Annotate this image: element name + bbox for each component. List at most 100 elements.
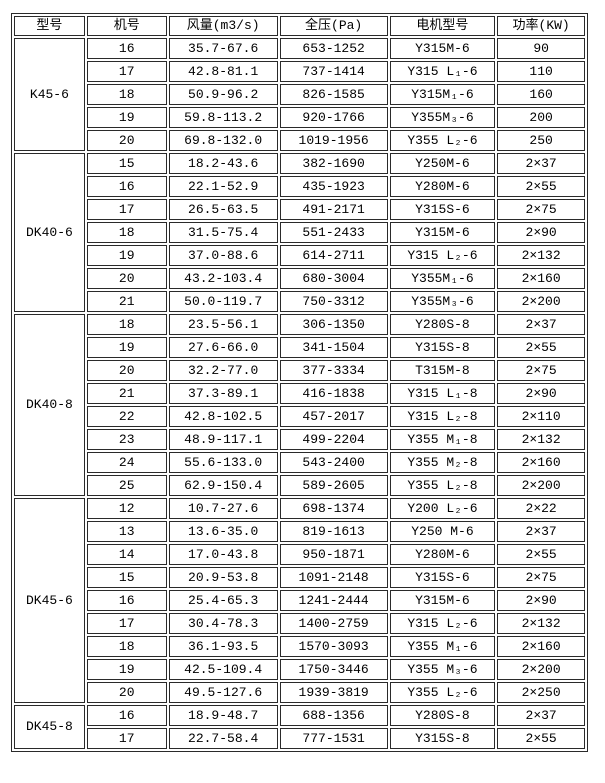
pressure-cell: 457-2017	[279, 406, 388, 427]
model-cell: DK40-8	[14, 314, 85, 496]
power-cell: 90	[497, 38, 585, 59]
pressure-cell: 589-2605	[279, 475, 388, 496]
pressure-cell: 1939-3819	[279, 682, 388, 703]
header-row: 型号 机号 风量(m3/s) 全压(Pa) 电机型号 功率(KW)	[14, 16, 585, 36]
pressure-cell: 737-1414	[279, 61, 388, 82]
spec-table-body: K45-6 16 35.7-67.6 653-1252 Y315M-6 90 17 42.8-…	[14, 38, 585, 749]
model-cell: DK40-6	[14, 153, 85, 312]
table-row: DK40-6 15 18.2-43.6 382-1690 Y250M-6 2×37	[14, 153, 585, 312]
pressure-cell: 819-1613	[279, 521, 388, 542]
motor-model-cell: Y315M-6	[389, 38, 496, 59]
air-volume-cell: 35.7-67.6	[168, 38, 278, 59]
pressure-cell: 653-1252	[279, 38, 388, 59]
machine-no-cell: 19	[86, 107, 167, 128]
pressure-cell: 1241-2444	[279, 590, 388, 611]
machine-no-cell: 21	[86, 383, 167, 404]
motor-model-cell: Y315S-8	[389, 728, 496, 749]
pressure-cell: 382-1690	[279, 153, 388, 174]
pressure-cell: 750-3312	[279, 291, 388, 312]
table-row: 24 55.6-133.0 543-2400 Y355 M₂-8 2×160	[14, 452, 585, 473]
pressure-cell: 777-1531	[279, 728, 388, 749]
motor-model-cell: Y355 L₂-6	[389, 682, 496, 703]
air-volume-cell: 55.6-133.0	[168, 452, 278, 473]
table-row: K45-6 16 35.7-67.6 653-1252 Y315M-6 90	[14, 38, 585, 151]
motor-model-cell: Y315M-6	[389, 590, 496, 611]
machine-no-cell: 23	[86, 429, 167, 450]
air-volume-cell: 42.8-102.5	[168, 406, 278, 427]
table-row: 17 22.7-58.4 777-1531 Y315S-8 2×55	[14, 728, 585, 749]
table-row: DK45-8 16 18.9-48.7 688-1356 Y280S-8 2×37	[14, 705, 585, 749]
machine-no-cell: 16	[86, 705, 167, 726]
machine-no-cell: 16	[86, 176, 167, 197]
table-row: 19 42.5-109.4 1750-3446 Y355 M₃-6 2×200	[14, 659, 585, 680]
power-cell: 160	[497, 84, 585, 105]
pressure-cell: 491-2171	[279, 199, 388, 220]
air-volume-cell: 26.5-63.5	[168, 199, 278, 220]
table-row: 23 48.9-117.1 499-2204 Y355 M₁-8 2×132	[14, 429, 585, 450]
air-volume-cell: 37.3-89.1	[168, 383, 278, 404]
header-motor-model: 电机型号	[389, 16, 496, 36]
machine-no-cell: 18	[86, 222, 167, 243]
power-cell: 2×160	[497, 452, 585, 473]
air-volume-cell: 43.2-103.4	[168, 268, 278, 289]
table-row: 19 59.8-113.2 920-1766 Y355M₃-6 200	[14, 107, 585, 128]
table-row: 19 27.6-66.0 341-1504 Y315S-8 2×55	[14, 337, 585, 358]
page: 型号 机号 风量(m3/s) 全压(Pa) 电机型号 功率(KW) K45-6 1…	[11, 13, 588, 752]
machine-no-cell: 20	[86, 130, 167, 151]
motor-model-cell: Y355 L₂-6	[389, 130, 496, 151]
air-volume-cell: 59.8-113.2	[168, 107, 278, 128]
power-cell: 2×132	[497, 245, 585, 266]
machine-no-cell: 17	[86, 199, 167, 220]
table-row: 15 20.9-53.8 1091-2148 Y315S-6 2×75	[14, 567, 585, 588]
air-volume-cell: 20.9-53.8	[168, 567, 278, 588]
power-cell: 110	[497, 61, 585, 82]
header-model: 型号	[14, 16, 85, 36]
motor-model-cell: Y315 L₂-6	[389, 245, 496, 266]
power-cell: 2×75	[497, 360, 585, 381]
power-cell: 200	[497, 107, 585, 128]
machine-no-cell: 24	[86, 452, 167, 473]
power-cell: 2×55	[497, 176, 585, 197]
motor-model-cell: Y250 M-6	[389, 521, 496, 542]
air-volume-cell: 69.8-132.0	[168, 130, 278, 151]
motor-model-cell: Y315 L₁-8	[389, 383, 496, 404]
header-total-pressure: 全压(Pa)	[279, 16, 388, 36]
header-machine-no: 机号	[86, 16, 167, 36]
air-volume-cell: 32.2-77.0	[168, 360, 278, 381]
machine-no-cell: 14	[86, 544, 167, 565]
motor-model-cell: Y355 M₁-6	[389, 636, 496, 657]
motor-model-cell: Y250M-6	[389, 153, 496, 174]
pressure-cell: 551-2433	[279, 222, 388, 243]
air-volume-cell: 17.0-43.8	[168, 544, 278, 565]
machine-no-cell: 18	[86, 636, 167, 657]
power-cell: 2×200	[497, 291, 585, 312]
pressure-cell: 1750-3446	[279, 659, 388, 680]
motor-model-cell: Y280M-6	[389, 176, 496, 197]
table-row: 20 43.2-103.4 680-3004 Y355M₁-6 2×160	[14, 268, 585, 289]
air-volume-cell: 27.6-66.0	[168, 337, 278, 358]
motor-model-cell: Y355M₃-6	[389, 291, 496, 312]
power-cell: 2×250	[497, 682, 585, 703]
model-cell: DK45-8	[14, 705, 85, 749]
motor-model-cell: Y355M₃-6	[389, 107, 496, 128]
pressure-cell: 341-1504	[279, 337, 388, 358]
table-row: 21 37.3-89.1 416-1838 Y315 L₁-8 2×90	[14, 383, 585, 404]
air-volume-cell: 30.4-78.3	[168, 613, 278, 634]
motor-model-cell: Y315S-6	[389, 567, 496, 588]
table-row: 18 31.5-75.4 551-2433 Y315M-6 2×90	[14, 222, 585, 243]
motor-model-cell: Y280M-6	[389, 544, 496, 565]
table-row: 16 25.4-65.3 1241-2444 Y315M-6 2×90	[14, 590, 585, 611]
power-cell: 2×55	[497, 728, 585, 749]
motor-model-cell: Y315 L₂-6	[389, 613, 496, 634]
model-cell: DK45-6	[14, 498, 85, 703]
motor-model-cell: Y315 L₁-6	[389, 61, 496, 82]
air-volume-cell: 50.0-119.7	[168, 291, 278, 312]
motor-model-cell: Y355 L₂-8	[389, 475, 496, 496]
motor-model-cell: Y280S-8	[389, 705, 496, 726]
pressure-cell: 499-2204	[279, 429, 388, 450]
power-cell: 2×37	[497, 153, 585, 174]
table-row: 21 50.0-119.7 750-3312 Y355M₃-6 2×200	[14, 291, 585, 312]
air-volume-cell: 22.1-52.9	[168, 176, 278, 197]
pressure-cell: 680-3004	[279, 268, 388, 289]
pressure-cell: 1570-3093	[279, 636, 388, 657]
